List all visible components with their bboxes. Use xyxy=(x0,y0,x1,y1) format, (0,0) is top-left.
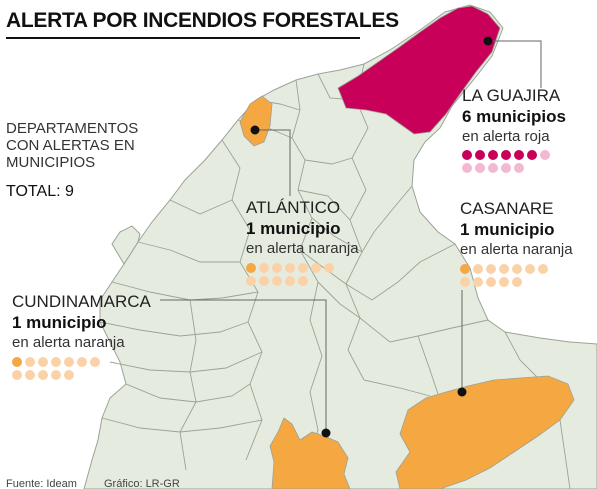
municipality-dot xyxy=(512,277,522,287)
summary-total: TOTAL: 9 xyxy=(6,183,74,200)
municipality-dot xyxy=(298,276,308,286)
municipality-dot xyxy=(285,276,295,286)
casanare-region xyxy=(395,375,575,489)
municipality-dot xyxy=(64,357,74,367)
casanare-dots xyxy=(460,264,550,287)
cundinamarca-count: 1 municipio xyxy=(12,313,107,332)
municipality-dot xyxy=(38,357,48,367)
municipality-dot-active xyxy=(246,263,256,273)
land-mass xyxy=(83,4,597,489)
atlantico-count: 1 municipio xyxy=(246,219,341,238)
municipality-dot xyxy=(512,264,522,274)
leader-lines xyxy=(160,40,542,433)
la-guajira-status: en alerta roja xyxy=(462,128,550,145)
cundinamarca-region xyxy=(269,417,351,489)
atlantico-name: ATLÁNTICO xyxy=(246,198,341,217)
la-guajira-count: 6 municipios xyxy=(462,107,566,126)
municipality-dot xyxy=(259,276,269,286)
summary-line: DEPARTAMENTOS xyxy=(6,120,139,137)
department-borders xyxy=(99,63,571,489)
municipality-dot xyxy=(51,370,61,380)
municipality-dot xyxy=(514,163,524,173)
municipality-dot xyxy=(51,357,61,367)
municipality-dot xyxy=(38,370,48,380)
municipality-dot xyxy=(64,370,74,380)
municipality-dot xyxy=(324,263,334,273)
municipality-dot xyxy=(538,264,548,274)
municipality-dot xyxy=(473,264,483,274)
municipality-dot-active xyxy=(527,150,537,160)
municipality-dot xyxy=(488,163,498,173)
atlantico-status: en alerta naranja xyxy=(246,240,359,257)
municipality-dot xyxy=(486,264,496,274)
municipality-dot-active xyxy=(475,150,485,160)
atlantico-region xyxy=(239,95,273,147)
casanare-status: en alerta naranja xyxy=(460,241,573,258)
la-guajira-name: LA GUAJIRA xyxy=(462,86,561,105)
title-underline xyxy=(6,37,360,39)
municipality-dot xyxy=(460,277,470,287)
la-guajira-region xyxy=(337,5,501,135)
casanare-name: CASANARE xyxy=(460,199,554,218)
municipality-dot xyxy=(473,277,483,287)
municipality-dot xyxy=(272,276,282,286)
page-title: ALERTA POR INCENDIOS FORESTALES xyxy=(6,9,399,32)
casanare-count: 1 municipio xyxy=(460,220,555,239)
municipality-dot xyxy=(25,370,35,380)
municipality-dot xyxy=(272,263,282,273)
municipality-dot xyxy=(77,357,87,367)
municipality-dot-active xyxy=(460,264,470,274)
municipality-dot xyxy=(259,263,269,273)
municipality-dot xyxy=(462,163,472,173)
summary-line: MUNICIPIOS xyxy=(6,154,96,171)
municipality-dot xyxy=(246,276,256,286)
municipality-dot xyxy=(12,370,22,380)
atlantico-marker xyxy=(250,125,260,135)
source-credit: Fuente: Ideam xyxy=(6,478,77,489)
cundinamarca-status: en alerta naranja xyxy=(12,334,125,351)
casanare-marker xyxy=(457,387,467,397)
municipality-dot-active xyxy=(462,150,472,160)
la-guajira-marker xyxy=(483,36,493,46)
municipality-dot-active xyxy=(501,150,511,160)
municipality-dot-active xyxy=(12,357,22,367)
municipality-dot xyxy=(486,277,496,287)
municipality-dot xyxy=(525,264,535,274)
cundinamarca-marker xyxy=(321,428,331,438)
municipality-dot xyxy=(25,357,35,367)
cundinamarca-dots xyxy=(12,357,102,380)
cundinamarca-name: CUNDINAMARCA xyxy=(12,292,151,311)
municipality-dot xyxy=(298,263,308,273)
municipality-dot xyxy=(540,150,550,160)
summary-line: CON ALERTAS EN xyxy=(6,137,135,154)
summary-label: DEPARTAMENTOS CON ALERTAS EN MUNICIPIOS xyxy=(6,120,138,171)
atlantico-dots xyxy=(246,263,336,286)
la-guajira-dots xyxy=(462,150,552,173)
municipality-dot xyxy=(499,264,509,274)
graphic-credit: Gráfico: LR-GR xyxy=(104,478,180,489)
municipality-dot xyxy=(499,277,509,287)
municipality-dot-active xyxy=(514,150,524,160)
peninsula xyxy=(111,225,141,265)
municipality-dot-active xyxy=(488,150,498,160)
municipality-dot xyxy=(285,263,295,273)
municipality-dot xyxy=(475,163,485,173)
municipality-dot xyxy=(501,163,511,173)
municipality-dot xyxy=(311,263,321,273)
municipality-dot xyxy=(90,357,100,367)
